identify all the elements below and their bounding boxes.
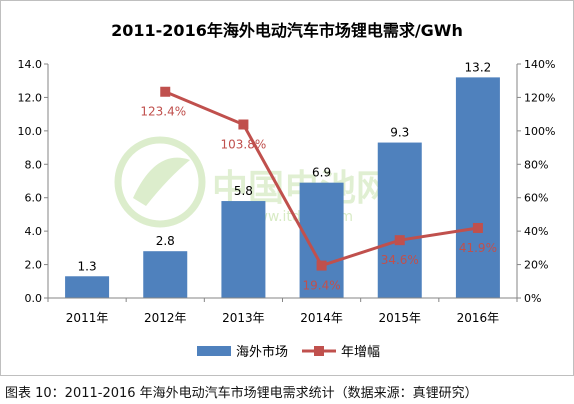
bar xyxy=(65,276,110,298)
y-axis-right: 0% 20% 40% 60% 80% 100% 120% 140% xyxy=(516,58,555,305)
chart-title: 2011-2016年海外电动汽车市场锂电需求/GWh xyxy=(111,21,463,40)
line-value-label: 123.4% xyxy=(140,105,186,119)
y-axis-left-tick-label: 12.0 xyxy=(18,91,43,104)
bar xyxy=(455,77,500,298)
caption-bar xyxy=(0,376,574,404)
legend: 海外市场 年增幅 xyxy=(197,344,380,360)
line-point xyxy=(238,119,249,130)
x-axis-tick-label: 2014年 xyxy=(300,311,343,325)
x-axis: 2011年 2012年 2013年 2014年 2015年 2016年 xyxy=(47,297,518,325)
y-axis-right-tick-label: 0% xyxy=(524,292,541,305)
line-point xyxy=(394,235,405,246)
watermark-logo-leaf xyxy=(133,157,190,206)
line-series: 123.4% 103.8% 19.4% 34.6% 41.9% xyxy=(140,86,497,293)
y-axis-left-tick-label: 8.0 xyxy=(25,158,43,171)
bar xyxy=(143,251,188,298)
y-axis-left-tick-label: 14.0 xyxy=(18,58,43,71)
bar-value-label: 13.2 xyxy=(465,60,492,74)
y-axis-right-tick-label: 120% xyxy=(524,91,555,104)
y-axis-right-tick-label: 40% xyxy=(524,225,548,238)
line-point xyxy=(160,86,171,97)
y-axis-left-tick-label: 2.0 xyxy=(25,259,43,272)
y-axis-left: 0.0 2.0 4.0 6.0 8.0 10.0 12.0 14.0 xyxy=(18,58,49,305)
y-axis-right-tick-label: 140% xyxy=(524,58,555,71)
bar xyxy=(221,201,266,298)
y-axis-right-tick-label: 20% xyxy=(524,259,548,272)
bar-series: 1.3 2.8 5.8 6.9 9.3 13.2 xyxy=(65,60,500,298)
legend-swatch-marker xyxy=(314,346,324,356)
bar-value-label: 6.9 xyxy=(312,166,331,180)
y-axis-left-tick-label: 0.0 xyxy=(25,292,43,305)
x-axis-tick-label: 2013年 xyxy=(222,311,265,325)
y-axis-right-tick-label: 60% xyxy=(524,192,548,205)
line-point xyxy=(472,222,483,233)
chart-svg: 中国电池网www.itdcw.com 2011-2016年海外电动汽车市场锂电需… xyxy=(0,0,574,376)
bar-value-label: 2.8 xyxy=(156,234,175,248)
bar-value-label: 1.3 xyxy=(78,259,97,273)
line-value-label: 103.8% xyxy=(221,138,267,152)
y-axis-left-tick-label: 6.0 xyxy=(25,192,43,205)
y-axis-left-tick-label: 10.0 xyxy=(18,125,43,138)
watermark-logo-ring xyxy=(114,136,206,228)
figure-caption: 图表 10：2011-2016 年海外电动汽车市场锂电需求统计（数据来源：真锂研… xyxy=(5,386,478,401)
bar-value-label: 9.3 xyxy=(390,126,409,140)
y-axis-right-tick-label: 80% xyxy=(524,158,548,171)
legend-label: 年增幅 xyxy=(341,345,380,360)
x-axis-tick-label: 2011年 xyxy=(66,311,109,325)
line-value-label: 34.6% xyxy=(381,253,419,267)
bar-value-label: 5.8 xyxy=(234,184,253,198)
x-axis-tick-label: 2012年 xyxy=(144,311,187,325)
x-axis-tick-label: 2016年 xyxy=(457,311,500,325)
y-axis-left-tick-label: 4.0 xyxy=(25,225,43,238)
y-axis-right-tick-label: 100% xyxy=(524,125,555,138)
bar xyxy=(377,142,422,298)
line-point xyxy=(316,260,327,271)
x-axis-tick-label: 2015年 xyxy=(378,311,421,325)
legend-swatch-bar xyxy=(197,346,231,356)
line-value-label: 19.4% xyxy=(303,279,341,293)
legend-label: 海外市场 xyxy=(236,344,288,360)
line-value-label: 41.9% xyxy=(459,241,497,255)
